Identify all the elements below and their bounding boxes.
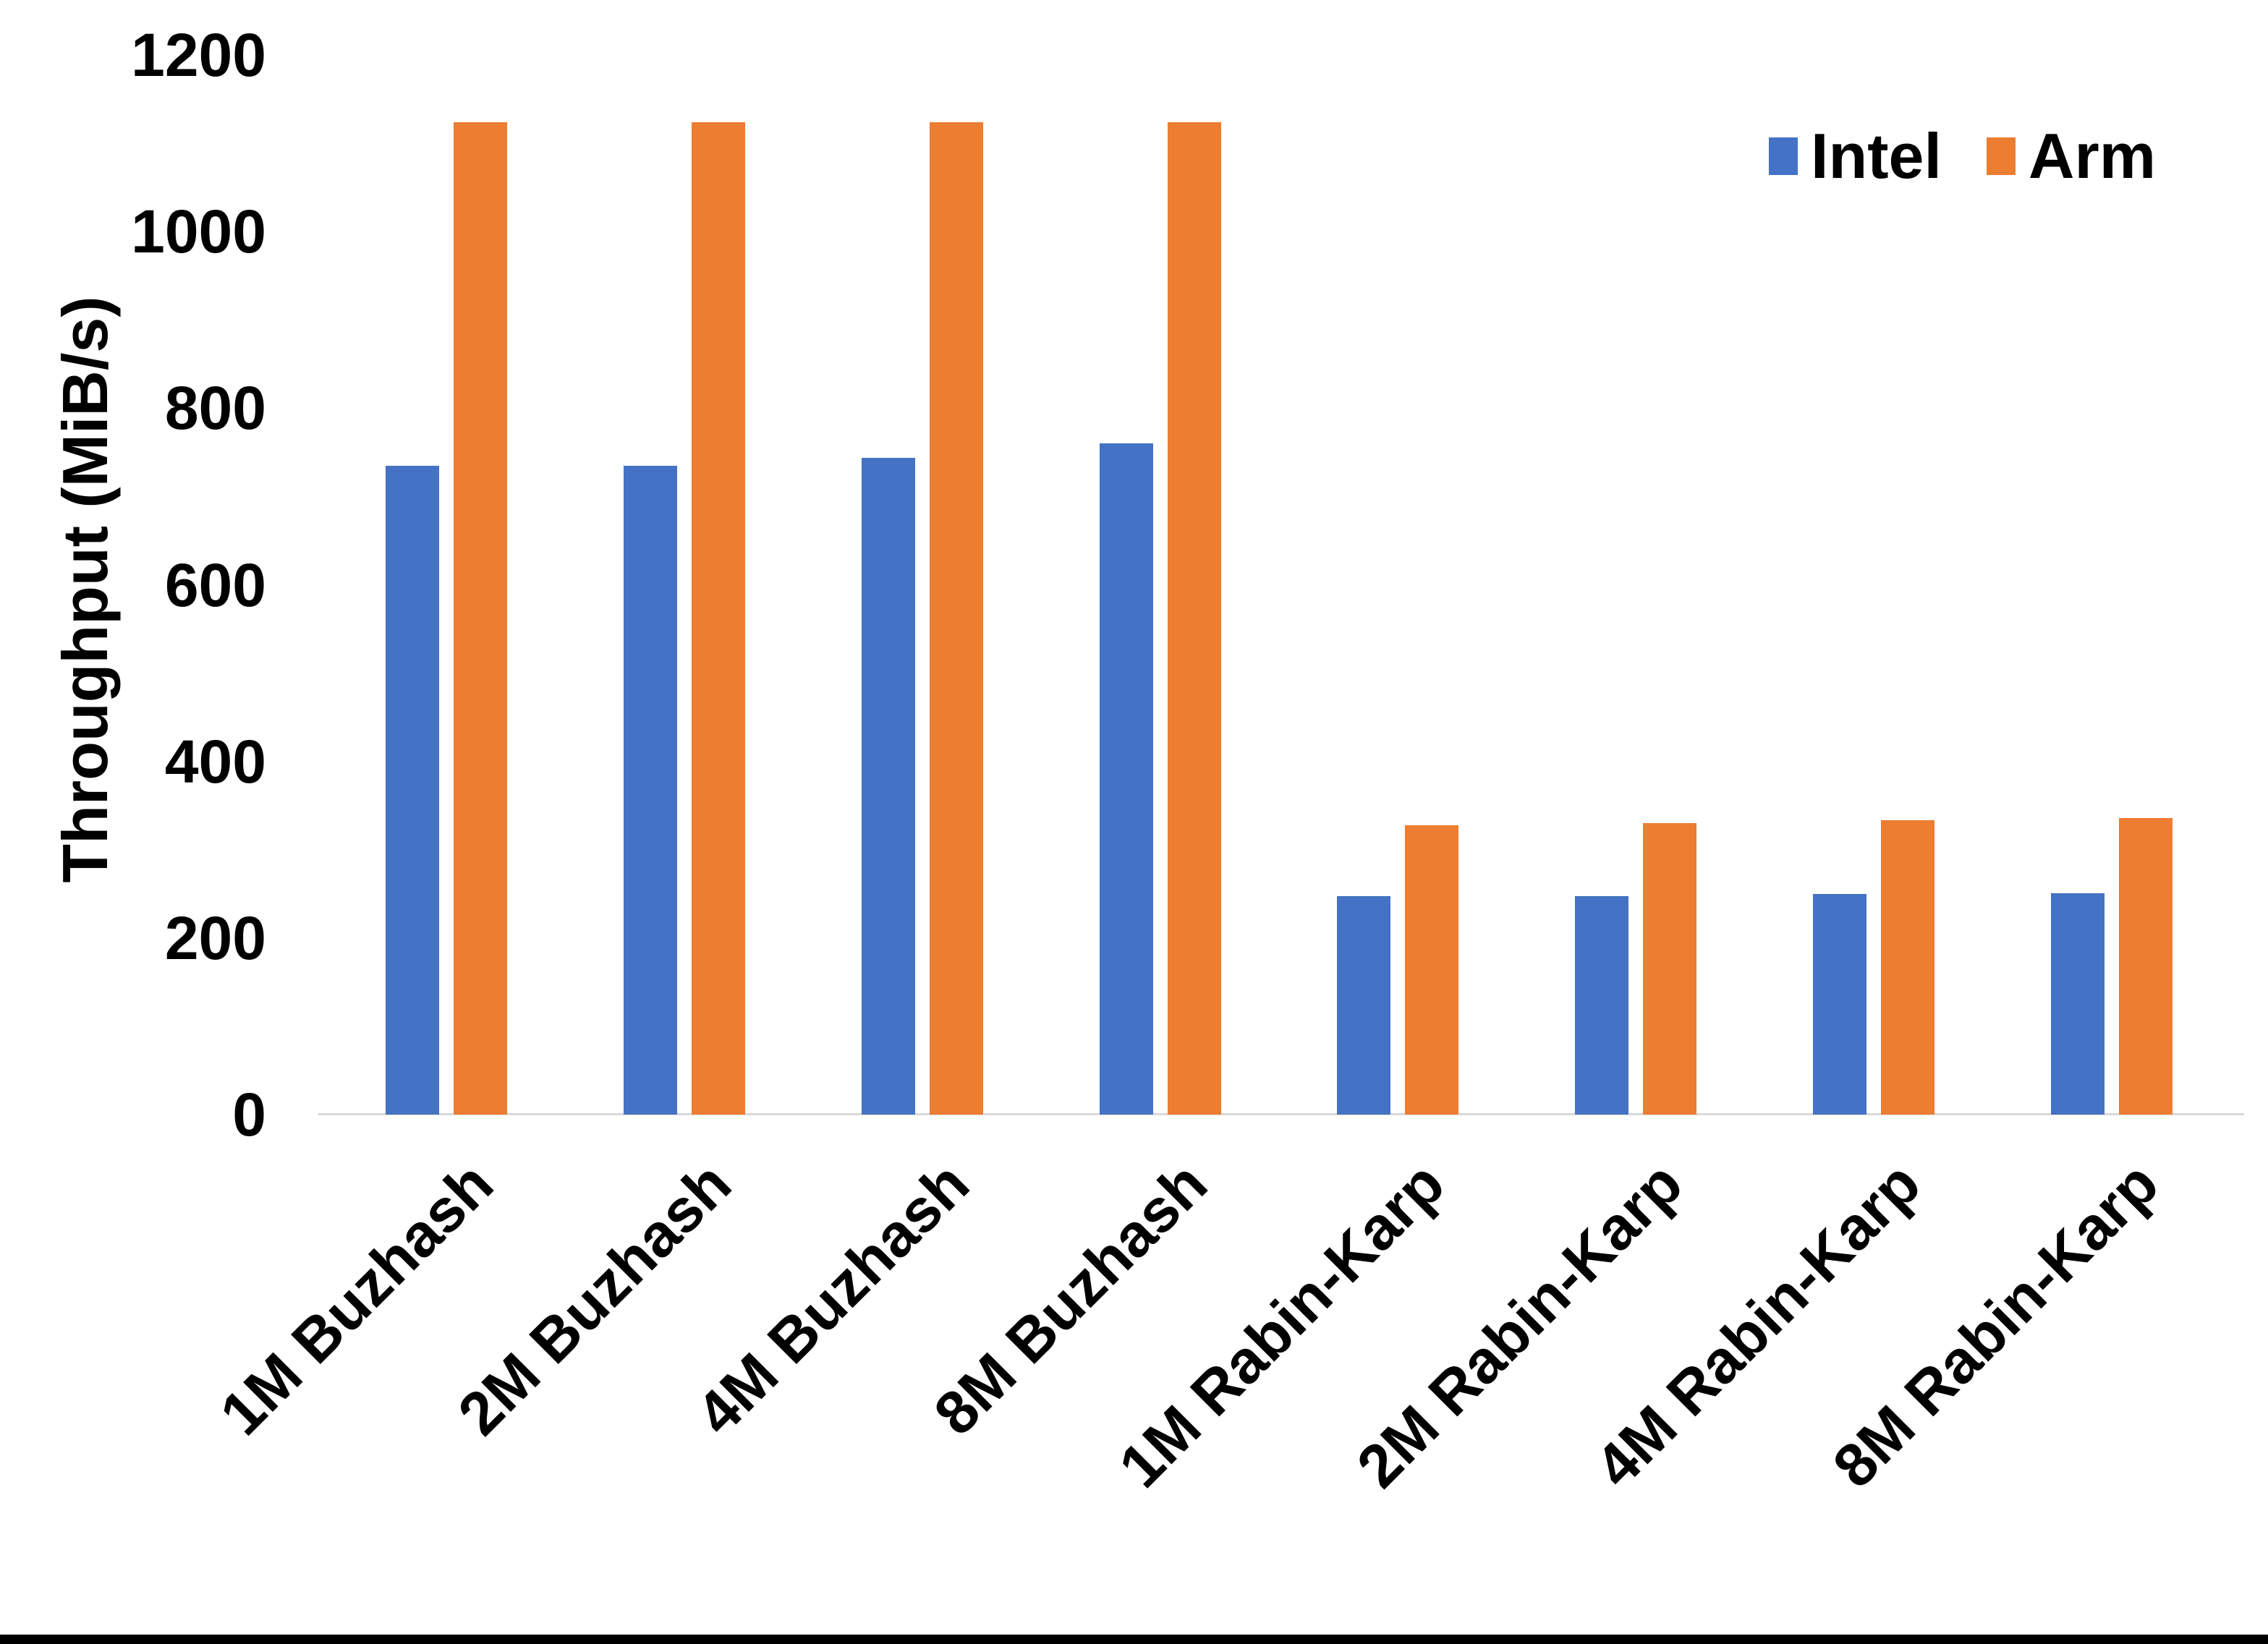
bar-arm-1m-buzhash — [454, 122, 508, 1115]
bar-intel-4m-buzhash — [861, 458, 915, 1115]
bar-arm-4m-buzhash — [929, 122, 983, 1115]
legend-item-intel: Intel — [1769, 122, 1942, 191]
bar-intel-1m-rabin-karp — [1337, 896, 1391, 1115]
y-tick-label-600: 600 — [164, 550, 266, 619]
y-tick-label-200: 200 — [164, 903, 266, 972]
bar-arm-4m-rabin-karp — [1880, 820, 1934, 1115]
y-tick-label-1200: 1200 — [131, 21, 266, 89]
y-tick-label-1000: 1000 — [131, 197, 266, 266]
plot-area — [328, 55, 2230, 1115]
slide-bottom-border — [0, 1635, 2268, 1644]
bar-intel-8m-rabin-karp — [2050, 893, 2105, 1115]
chart-legend: Intel Arm — [1769, 122, 2156, 191]
bar-intel-2m-buzhash — [624, 466, 678, 1115]
y-tick-label-0: 0 — [232, 1081, 266, 1149]
x-cat-label-1m-buzhash: 1M Buzhash — [207, 1149, 506, 1448]
bar-arm-8m-buzhash — [1167, 122, 1221, 1115]
legend-label-intel: Intel — [1811, 120, 1942, 192]
bar-arm-2m-buzhash — [692, 122, 746, 1115]
legend-swatch-intel — [1769, 137, 1798, 175]
bar-intel-8m-buzhash — [1099, 443, 1153, 1115]
legend-swatch-arm — [1986, 137, 2016, 175]
bar-intel-4m-rabin-karp — [1812, 894, 1866, 1115]
bar-intel-1m-buzhash — [386, 466, 440, 1115]
bar-intel-2m-rabin-karp — [1575, 896, 1629, 1115]
legend-item-arm: Arm — [1986, 120, 2156, 192]
bar-arm-2m-rabin-karp — [1643, 823, 1697, 1115]
x-axis-line — [318, 1113, 2244, 1115]
bar-arm-1m-rabin-karp — [1405, 825, 1459, 1115]
legend-label-arm: Arm — [2028, 120, 2156, 192]
y-tick-label-800: 800 — [164, 374, 266, 443]
y-tick-label-400: 400 — [164, 727, 266, 796]
bar-arm-8m-rabin-karp — [2118, 818, 2173, 1115]
